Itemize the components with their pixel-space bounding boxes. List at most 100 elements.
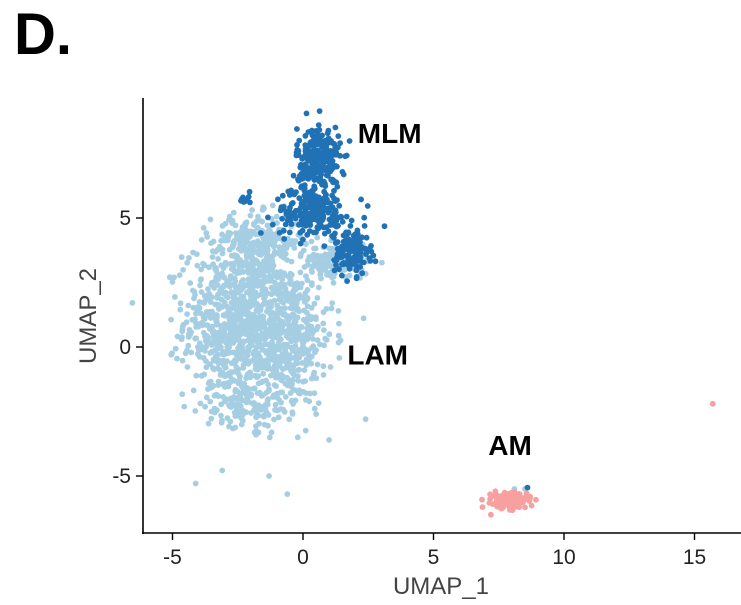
point-lam [310, 336, 316, 342]
point-lam [174, 355, 180, 362]
point-lam [215, 382, 222, 388]
point-lam [297, 284, 304, 291]
point-mlm [353, 241, 360, 247]
point-lam [325, 259, 331, 266]
point-lam [190, 249, 196, 256]
point-lam [269, 256, 275, 263]
point-lam [252, 362, 259, 368]
point-lam [297, 269, 304, 276]
point-lam [282, 305, 288, 312]
point-lam [311, 300, 318, 307]
point-lam [204, 234, 211, 240]
point-lam [265, 364, 272, 371]
point-lam [267, 278, 273, 284]
point-lam [214, 271, 221, 278]
point-lam [323, 336, 330, 343]
point-lam [214, 314, 220, 320]
point-am [496, 504, 503, 511]
point-lam [249, 207, 256, 213]
point-lam [303, 319, 310, 326]
point-lam [256, 353, 263, 360]
point-lam [261, 258, 267, 265]
point-lam [219, 246, 226, 253]
point-lam [210, 382, 217, 389]
point-lam [302, 290, 309, 296]
point-lam [243, 227, 249, 233]
point-lam [273, 383, 279, 389]
point-lam [211, 336, 218, 342]
point-lam [196, 340, 203, 346]
point-lam [282, 348, 289, 355]
point-am [514, 497, 520, 504]
point-lam [257, 305, 264, 312]
point-mlm [240, 194, 246, 201]
point-lam [259, 218, 266, 225]
point-mlm [361, 214, 368, 221]
point-mlm [311, 183, 318, 190]
point-lam [256, 261, 263, 268]
point-mlm [318, 138, 325, 145]
axes-layer: -5 0 5 10 15 -5 0 5 [112, 98, 741, 569]
point-mlm [372, 258, 379, 265]
point-am [492, 488, 499, 495]
point-lam [218, 419, 225, 426]
point-lam [243, 373, 250, 380]
point-lam [231, 293, 238, 300]
point-mlm [306, 228, 313, 234]
point-mlm [288, 187, 294, 194]
x-tick-label: -5 [163, 546, 182, 569]
point-mlm [269, 221, 276, 228]
point-am [501, 496, 508, 503]
point-lam [314, 234, 321, 241]
point-lam [264, 308, 270, 315]
point-lam [288, 354, 295, 361]
point-lam [261, 321, 268, 328]
point-lam [239, 305, 245, 312]
point-mlm [329, 233, 335, 239]
point-lam [282, 250, 289, 257]
point-am [511, 504, 518, 510]
point-am [501, 489, 508, 496]
point-lam [294, 352, 301, 359]
point-mlm [295, 177, 302, 184]
point-lam [253, 322, 260, 328]
point-lam [187, 280, 194, 286]
point-lam [271, 239, 278, 246]
point-lam [308, 360, 315, 367]
point-mlm [362, 251, 369, 257]
point-lam [168, 316, 175, 323]
point-mlm [313, 204, 320, 211]
point-lam [303, 390, 310, 396]
point-mlm [323, 192, 329, 199]
point-lam [216, 366, 223, 373]
point-lam [228, 404, 234, 410]
point-lam [180, 321, 187, 328]
point-lam [265, 381, 272, 388]
point-lam [214, 320, 220, 326]
point-lam [203, 394, 210, 401]
point-lam [327, 364, 334, 370]
point-lam [243, 219, 250, 226]
point-lam [245, 348, 252, 354]
point-lam [282, 380, 289, 387]
point-lam [224, 415, 231, 422]
point-lam [250, 400, 257, 406]
point-lam [237, 242, 244, 249]
point-lam [215, 357, 222, 363]
point-lam [315, 400, 322, 406]
point-mlm [344, 261, 351, 268]
point-mlm [363, 234, 370, 241]
point-mlm [316, 108, 323, 114]
point-lam [292, 343, 299, 349]
point-lam [224, 334, 231, 341]
point-lam [308, 353, 315, 360]
point-lam [226, 370, 232, 377]
point-lam [256, 249, 263, 256]
point-lam [300, 247, 307, 254]
point-lam [260, 234, 266, 241]
point-lam [235, 297, 241, 304]
point-lam [219, 270, 226, 277]
point-lam [328, 305, 335, 312]
point-mlm [322, 167, 329, 174]
point-lam [193, 335, 200, 342]
